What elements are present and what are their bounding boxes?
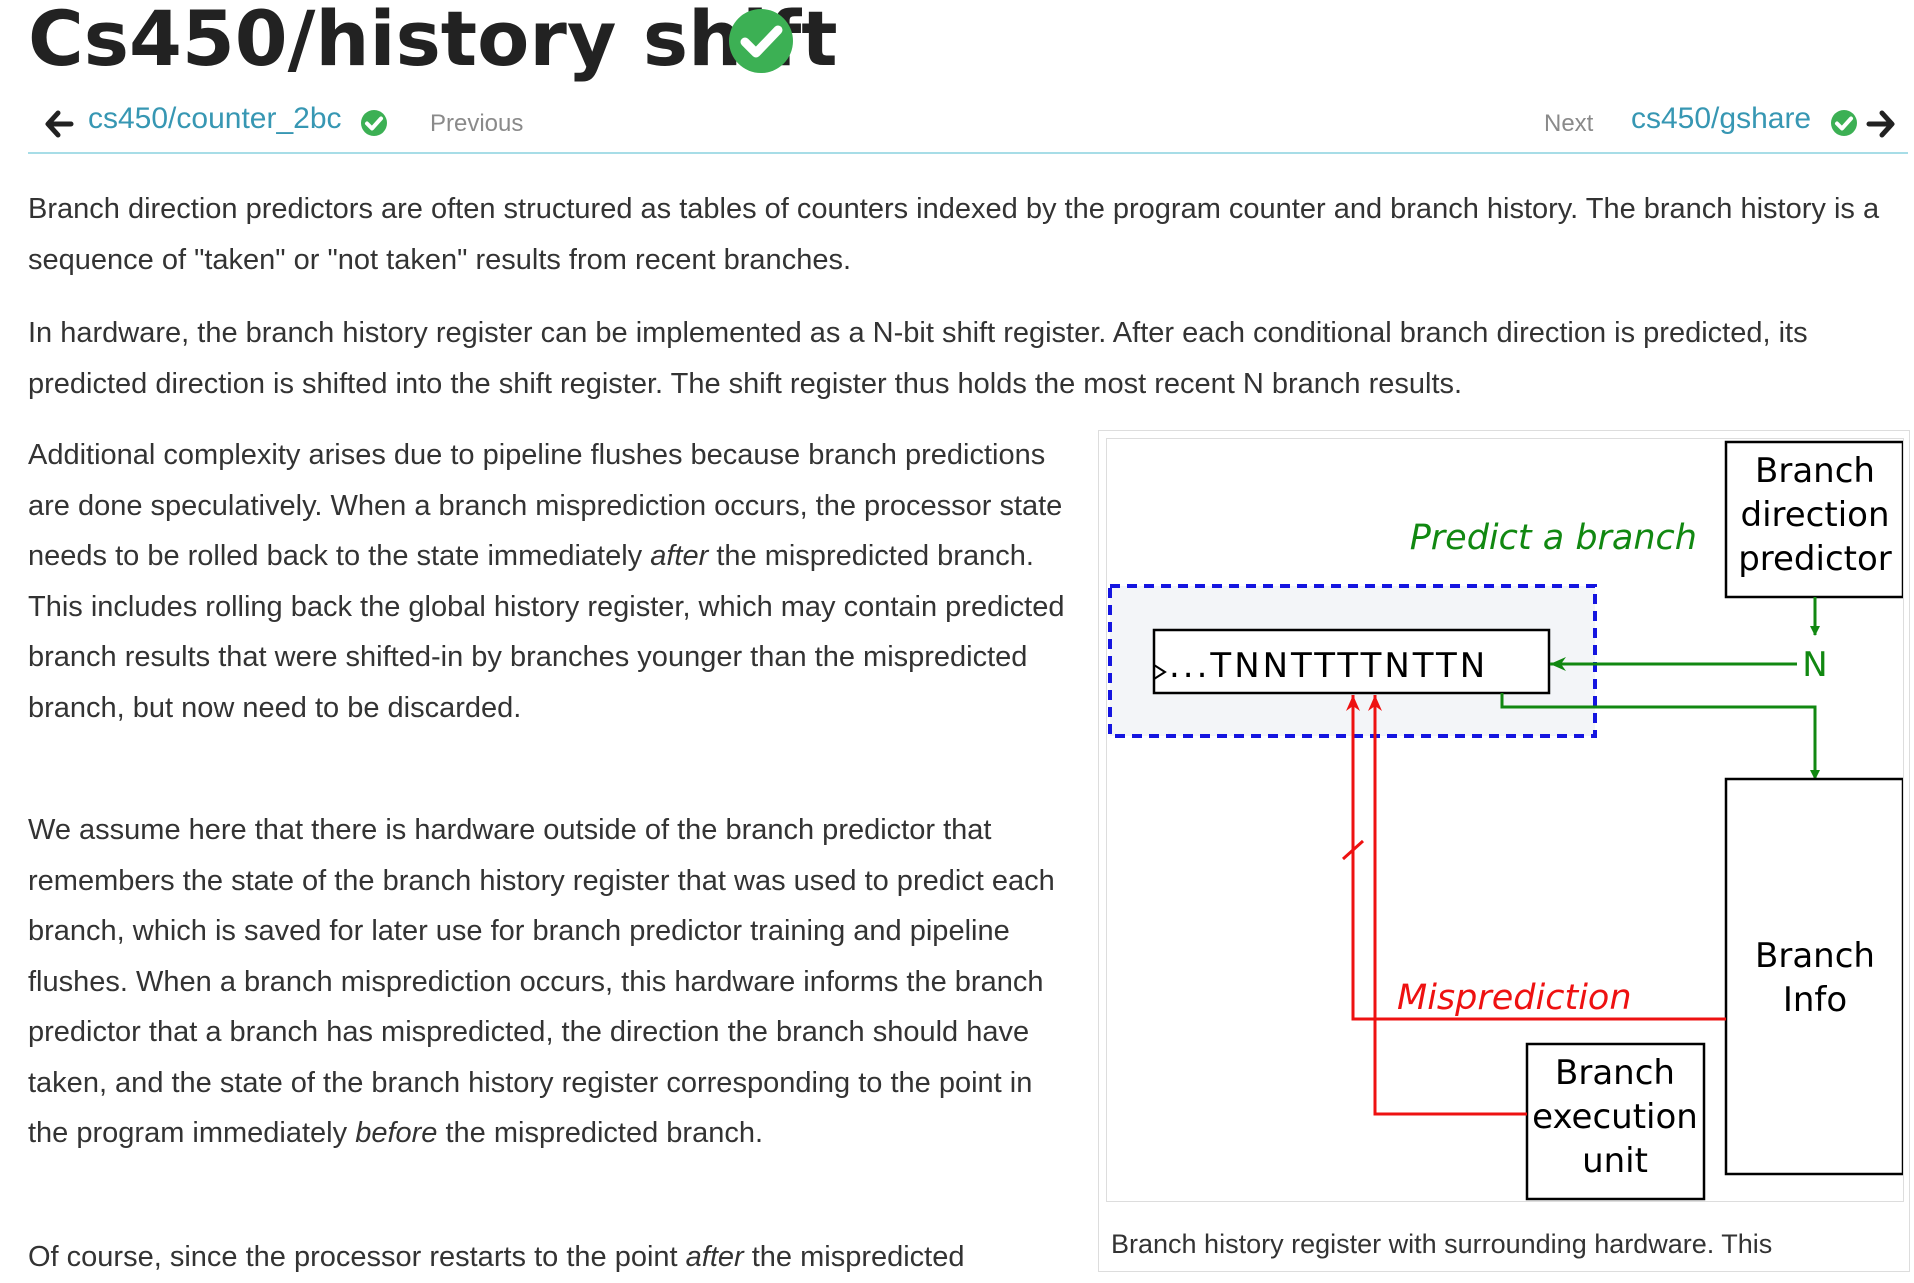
page-title-text: Cs450/history shift [28,0,838,83]
register-contents: ...TNNTTTTNTTN [1169,646,1488,686]
paragraph-shift-register: In hardware, the branch history register… [28,317,1808,400]
history-register-diagram: Predict a branch Branch direction predic… [1108,440,1905,1201]
branch-info-label-line2: Info [1783,980,1847,1020]
branch-execution-unit-box [1525,1042,1706,1201]
predictor-label-line2: direction [1741,495,1890,535]
history-register-figure: Predict a branch Branch direction predic… [1098,430,1910,1272]
clock-input-icon [1153,664,1167,680]
next-label: Next [1544,110,1594,137]
page-title: Cs450/history shift [28,0,838,82]
arrow-left-icon[interactable] [44,110,74,138]
execution-unit-label-line2: execution [1532,1097,1698,1137]
diagram-frame: Predict a branch Branch direction predic… [1106,438,1905,1202]
figure-caption: Branch history register with surrounding… [1111,1229,1773,1259]
misprediction-label: Misprediction [1397,978,1632,1018]
paragraph-intro: Branch direction predictors are often st… [28,193,1880,276]
paragraph-restart: Of course, since the processor restarts … [28,1241,965,1273]
predictor-label-line1: Branch [1755,451,1875,491]
new-bit-label: N [1802,645,1827,685]
bus-width-slash [1341,839,1365,861]
arrow-right-icon[interactable] [1866,110,1896,138]
register-to-info-arrow [1500,693,1820,780]
page-navigation: cs450/counter_2bc Previous Next cs450/gs… [28,96,1908,154]
correct-direction-arrow [1368,695,1527,1116]
execution-unit-label-line1: Branch [1555,1053,1675,1093]
branch-info-box [1724,777,1905,1176]
next-verified-check-icon [1831,110,1857,136]
paragraph-assumption: We assume here that there is hardware ou… [28,814,1055,1149]
predictor-label-line3: predictor [1738,539,1892,579]
verified-check-icon [729,9,793,73]
misprediction-arrow [1346,695,1726,1021]
next-page-link[interactable]: cs450/gshare [1631,102,1812,135]
branch-info-label-line1: Branch [1755,936,1875,976]
shift-register-box [1152,628,1551,695]
execution-unit-label-line3: unit [1582,1141,1648,1181]
paragraph-complexity: Additional complexity arises due to pipe… [28,439,1065,724]
prev-page-link[interactable]: cs450/counter_2bc [88,102,342,135]
prev-verified-check-icon [361,110,387,136]
previous-label: Previous [430,110,524,137]
predict-branch-label: Predict a branch [1410,518,1697,558]
branch-direction-predictor-box [1724,440,1905,599]
